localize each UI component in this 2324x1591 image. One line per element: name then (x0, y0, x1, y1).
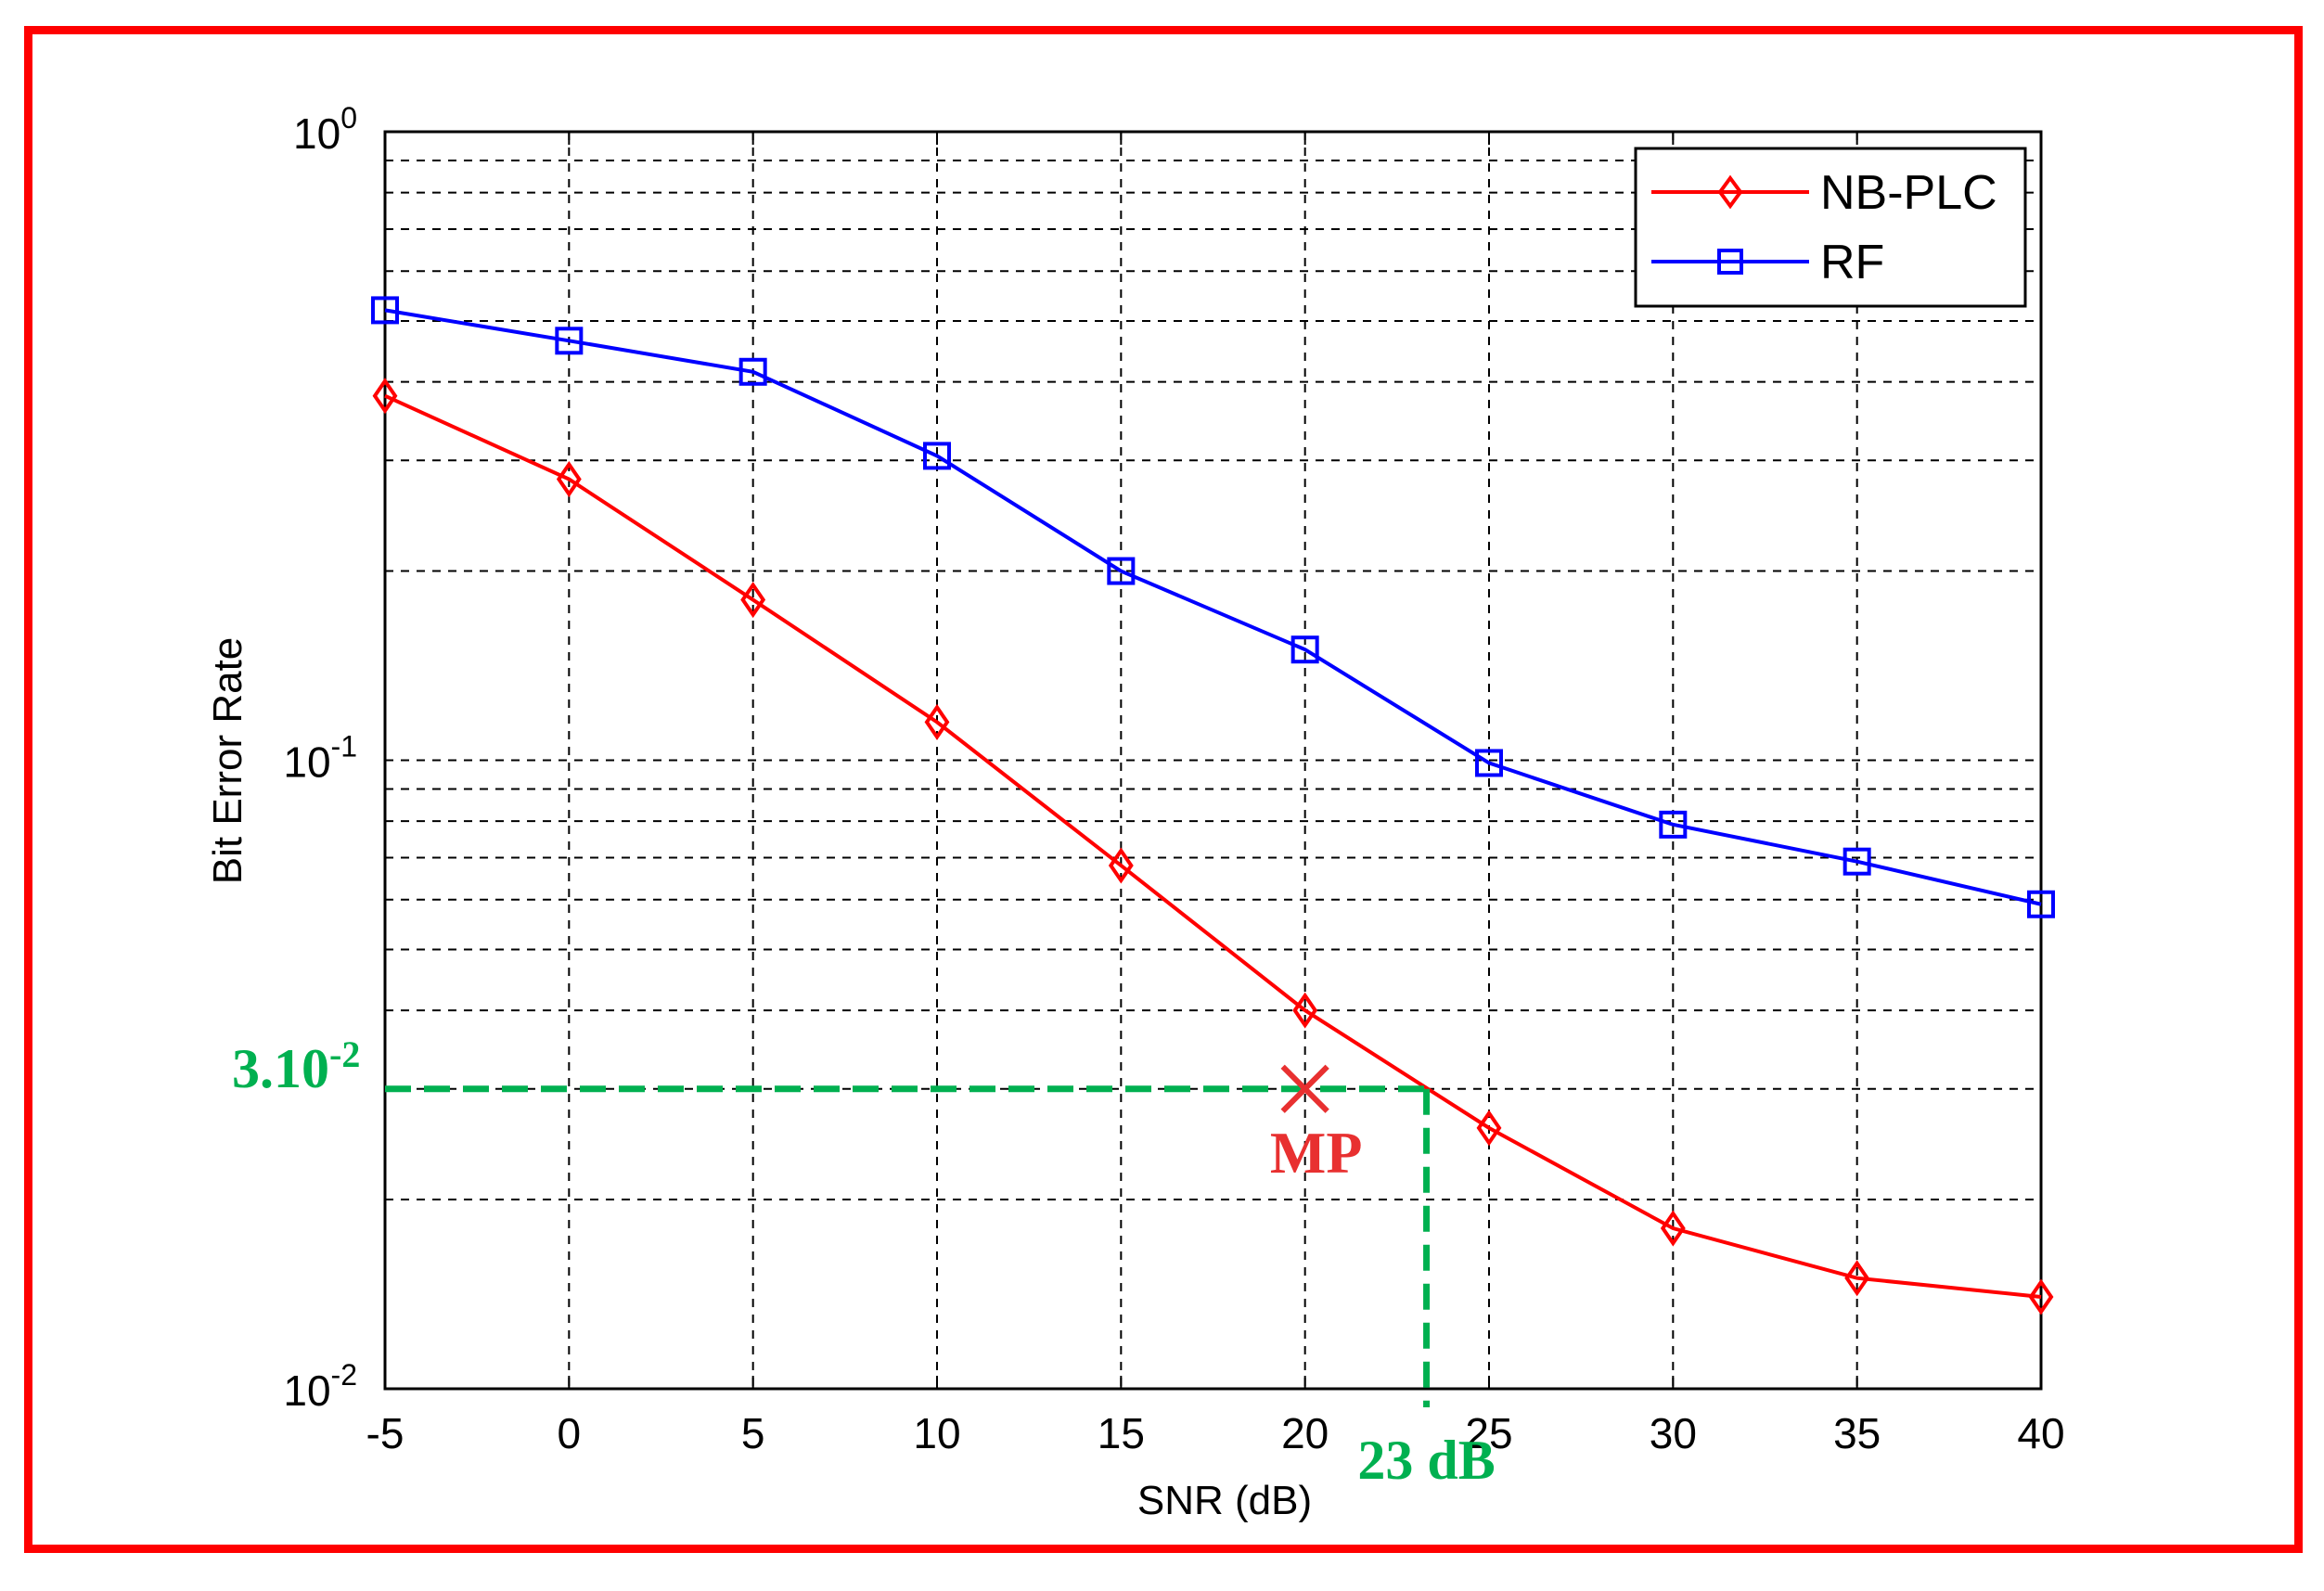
data-point-rf (1659, 810, 1688, 839)
x-axis-title: SNR (dB) (1137, 1478, 1312, 1523)
annotation-x-value: 23 dB (1357, 1430, 1495, 1491)
legend: NB-PLC RF (1634, 147, 2027, 308)
x-tick-label: 5 (741, 1409, 765, 1457)
legend-marker-nb-plc (1717, 174, 1743, 210)
annotations: 3.10-2 23 dB MP (232, 1033, 1496, 1491)
data-point-rf (1843, 847, 1871, 876)
y-tick-labels: 100 10-1 10-2 (283, 101, 357, 1415)
x-tick-label: 30 (1650, 1409, 1697, 1457)
series-rf (371, 296, 2055, 918)
data-point-nb-plc (2028, 1278, 2054, 1315)
data-point-nb-plc (372, 378, 398, 415)
y-tick-label: 10-1 (283, 730, 357, 787)
x-tick-labels: -5 0 5 10 15 20 25 30 35 40 (366, 1409, 2065, 1457)
plot-area (383, 130, 2043, 1391)
series (371, 296, 2055, 1315)
grid (385, 132, 2041, 1389)
x-tick-label: 15 (1098, 1409, 1145, 1457)
x-tick-label: 0 (558, 1409, 582, 1457)
data-point-nb-plc (1660, 1210, 1686, 1247)
mp-cross-mark (1280, 1064, 1329, 1113)
data-point-nb-plc (924, 703, 950, 740)
data-point-rf (1290, 635, 1319, 664)
x-tick-label: 40 (2017, 1409, 2064, 1457)
data-point-rf (1107, 557, 1136, 585)
x-tick-label: 20 (1281, 1409, 1329, 1457)
data-point-rf (371, 296, 399, 325)
y-tick-label: 100 (293, 101, 357, 158)
data-point-rf (738, 357, 767, 386)
series-line-nb-plc (384, 393, 2042, 1299)
annotation-y-value: 3.10-2 (232, 1033, 360, 1099)
data-point-nb-plc (1476, 1110, 1502, 1147)
annotation-point-label: MP (1270, 1120, 1363, 1186)
y-tick-label: 10-2 (283, 1358, 357, 1415)
series-nb-plc (372, 378, 2054, 1315)
legend-label-rf: RF (1820, 236, 1884, 289)
x-tick-label: -5 (366, 1409, 404, 1457)
data-point-nb-plc (1108, 847, 1134, 884)
data-point-rf (1475, 749, 1503, 777)
y-axis-title: Bit Error Rate (205, 637, 250, 885)
data-point-nb-plc (556, 461, 582, 498)
data-point-nb-plc (1292, 992, 1318, 1029)
data-point-nb-plc (1844, 1260, 1870, 1297)
data-point-nb-plc (740, 582, 766, 619)
x-tick-label: 10 (913, 1409, 960, 1457)
legend-box (1634, 147, 2027, 308)
legend-marker-rf (1717, 249, 1743, 275)
data-point-rf (555, 327, 584, 355)
data-point-rf (2027, 890, 2055, 918)
x-tick-label: 35 (1833, 1409, 1881, 1457)
legend-label-nb-plc: NB-PLC (1820, 166, 1997, 220)
data-point-rf (923, 442, 951, 470)
x-tick-label: 25 (1465, 1409, 1512, 1457)
series-line-rf (384, 308, 2042, 906)
tick-marks (384, 132, 2042, 1389)
